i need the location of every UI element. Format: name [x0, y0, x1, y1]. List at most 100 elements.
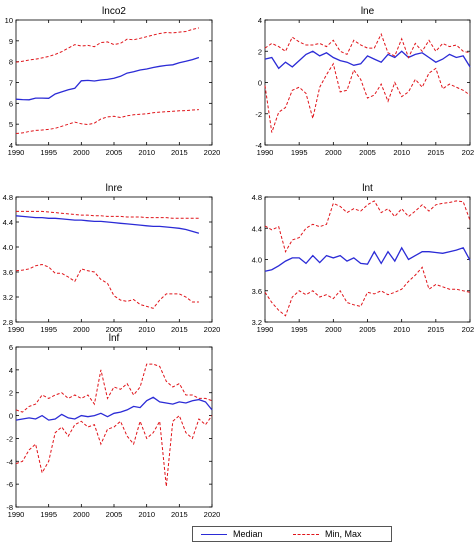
x-tick-label: 2010 [138, 325, 155, 334]
x-tick-label: 1990 [8, 510, 25, 519]
min-line [15, 263, 199, 309]
max-line [15, 27, 200, 63]
x-tick-label: 2020 [204, 148, 221, 157]
y-tick-label: 4.0 [252, 256, 262, 265]
x-tick-label: 2020 [204, 325, 221, 334]
x-tick-label: 2010 [138, 510, 155, 519]
x-tick-label: 1995 [291, 148, 308, 157]
x-tick-label: 2020 [204, 510, 221, 519]
x-tick-label: 1995 [40, 510, 57, 519]
median-line [15, 215, 200, 234]
chart-panel-lnre: lnre 2.8 3.2 3.6 4.0 4.4 4.8 1990 1995 2000 2005 20… [3, 183, 221, 334]
min-line [264, 266, 471, 317]
x-tick-label: 2005 [359, 325, 376, 334]
chart-panel-lnco2: lnco2 4 5 6 7 8 9 10 1990 1995 2000 2005 2010 2015 202… [5, 6, 221, 157]
panel-title: lnco2 [102, 6, 126, 17]
y-tick-label: 3.2 [252, 318, 262, 327]
x-tick-label: 1990 [8, 148, 25, 157]
x-tick-label: 2000 [73, 510, 90, 519]
y-tick-label: -4 [6, 457, 13, 466]
x-tick-label: 2000 [325, 325, 342, 334]
legend-median-label: Median [233, 529, 263, 539]
y-tick-label: 9 [9, 37, 13, 46]
x-tick-label: 2010 [393, 148, 410, 157]
y-tick-label: 5 [9, 120, 13, 129]
plot-frame [15, 196, 213, 323]
chart-panel-lnt: lnt 3.2 3.6 4.0 4.4 4.8 1990 1995 2000 2005 2010 20… [252, 183, 474, 334]
y-tick-label: 3.6 [252, 287, 262, 296]
max-line [264, 200, 471, 253]
plot-frame [264, 19, 471, 146]
y-tick-label: -2 [255, 110, 262, 119]
y-tick-label: 4.0 [3, 243, 13, 252]
median-line [15, 396, 213, 421]
x-tick-label: 1995 [40, 148, 57, 157]
max-line [15, 363, 213, 413]
y-tick-label: 2 [258, 47, 262, 56]
y-tick-label: -6 [6, 480, 13, 489]
x-tick-label: 2005 [106, 325, 123, 334]
panel-title: lnf [109, 333, 120, 344]
y-tick-label: 4 [258, 16, 262, 25]
panel-title: lnt [362, 183, 373, 194]
legend-minmax-swatch [293, 534, 319, 535]
y-tick-label: 3.2 [3, 293, 13, 302]
x-tick-label: 2000 [73, 325, 90, 334]
y-tick-label: 4 [9, 141, 13, 150]
y-tick-label: 4.8 [252, 193, 262, 202]
max-line [16, 210, 199, 219]
x-tick-label: 2000 [73, 148, 90, 157]
x-tick-label: 2015 [171, 325, 188, 334]
y-tick-label: 6 [9, 99, 13, 108]
panel-title: lnre [106, 183, 123, 194]
y-tick-label: -8 [6, 503, 13, 512]
median-line [264, 50, 471, 70]
y-tick-label: -4 [255, 141, 262, 150]
median-line [264, 246, 471, 272]
x-tick-label: 2005 [106, 148, 123, 157]
plot-frame [15, 19, 213, 146]
y-tick-label: 0 [9, 412, 13, 421]
y-tick-label: 4 [9, 366, 13, 375]
y-tick-label: 3.6 [3, 268, 13, 277]
legend-minmax-label: Min, Max [325, 529, 362, 539]
x-tick-label: 2005 [359, 148, 376, 157]
min-line [15, 414, 213, 487]
y-tick-label: 4.4 [252, 224, 262, 233]
x-tick-label: 2015 [427, 325, 444, 334]
max-line [264, 32, 471, 59]
y-tick-label: 4.4 [3, 218, 13, 227]
y-tick-label: 4.8 [3, 193, 13, 202]
y-tick-label: 8 [9, 58, 13, 67]
x-tick-label: 1995 [291, 325, 308, 334]
y-tick-label: 2.8 [3, 318, 13, 327]
x-tick-label: 1990 [257, 325, 274, 334]
x-tick-label: 2015 [171, 510, 188, 519]
chart-panel-lne: lne -4 -2 0 2 4 1990 1995 2000 2005 2010 2015 2020 [255, 6, 474, 157]
y-tick-label: 10 [5, 16, 13, 25]
y-tick-label: 2 [9, 389, 13, 398]
x-tick-label: 2020 [462, 325, 474, 334]
median-line [15, 56, 200, 101]
x-tick-label: 2010 [138, 148, 155, 157]
x-tick-label: 2000 [325, 148, 342, 157]
chart-panel-lnf: lnf -8 -6 -4 -2 0 2 4 6 1990 1995 2000 2005 2010 2015 2… [6, 333, 220, 519]
x-tick-label: 1990 [257, 148, 274, 157]
x-tick-label: 2020 [462, 148, 474, 157]
x-tick-label: 2015 [427, 148, 444, 157]
y-tick-label: 6 [9, 343, 13, 352]
panel-title: lne [361, 6, 375, 17]
min-line [15, 109, 199, 134]
legend-median-swatch [201, 534, 227, 535]
x-tick-label: 1990 [8, 325, 25, 334]
x-tick-label: 1995 [40, 325, 57, 334]
y-tick-label: 0 [258, 79, 262, 88]
x-tick-label: 2010 [393, 325, 410, 334]
y-tick-label: 7 [9, 79, 13, 88]
y-tick-label: -2 [6, 434, 13, 443]
x-tick-label: 2005 [106, 510, 123, 519]
x-tick-label: 2015 [171, 148, 188, 157]
plot-frame [264, 196, 471, 323]
legend: Median Min, Max [192, 526, 392, 542]
